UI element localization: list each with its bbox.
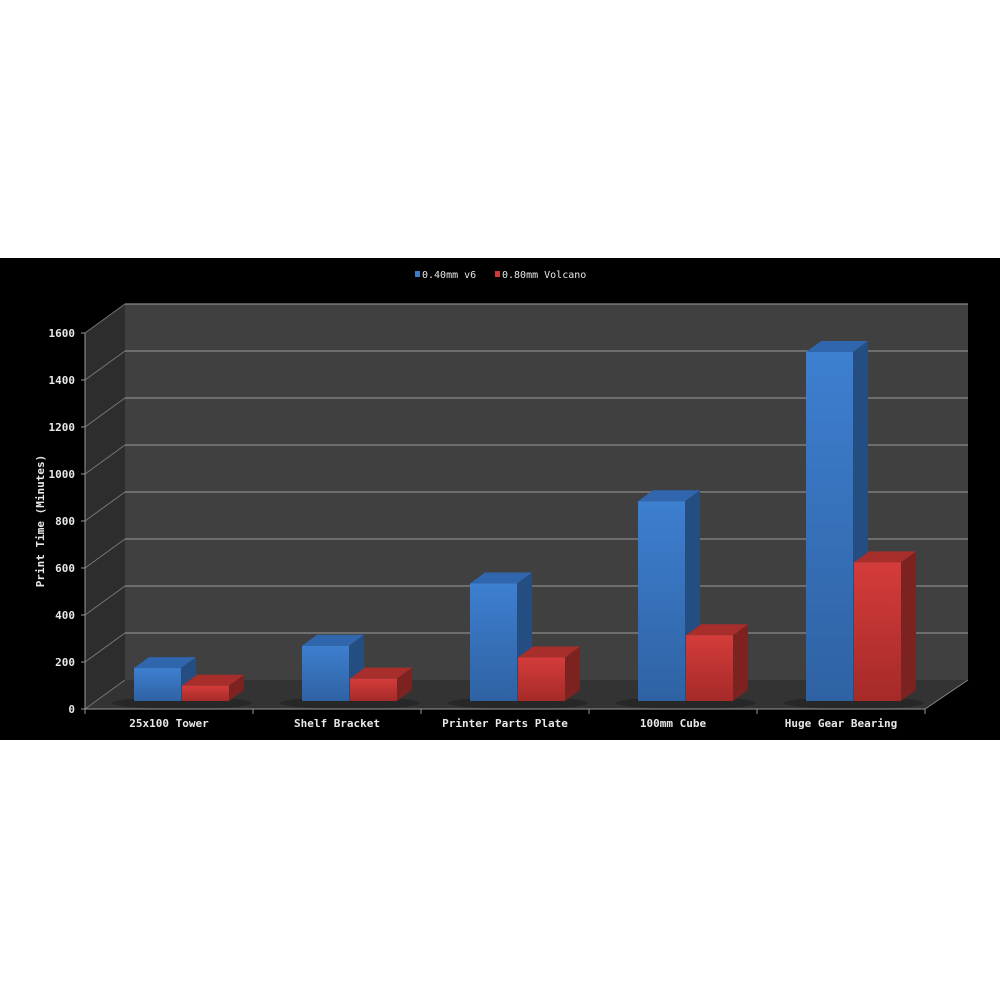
- side-gridline: [84, 303, 126, 334]
- bar-top: [302, 634, 364, 646]
- x-tick-label: 25x100 Tower: [129, 717, 209, 730]
- legend-swatch: [495, 271, 500, 277]
- bar-v6: [470, 572, 532, 701]
- bar-side: [733, 624, 748, 701]
- bar-front: [350, 678, 397, 701]
- bar-chart: 0 200 400 600 800 1000 1200 1400 1600 25x100 Towe…: [34, 270, 969, 730]
- y-tick-label: 1200: [49, 421, 76, 434]
- side-gridline: [84, 350, 126, 381]
- bar-top: [854, 551, 916, 563]
- bar-front: [854, 562, 901, 701]
- x-tick-label: Printer Parts Plate: [442, 717, 568, 730]
- bar-front: [302, 645, 349, 701]
- bar-side: [397, 667, 412, 701]
- bar-top: [470, 572, 532, 584]
- bar-side: [565, 646, 580, 701]
- bar-front: [806, 352, 853, 701]
- y-tick-label: 600: [55, 562, 75, 575]
- bar-front: [686, 635, 733, 701]
- x-tick-label: 100mm Cube: [640, 717, 707, 730]
- bar-front: [638, 501, 685, 701]
- bar-top: [134, 657, 196, 669]
- bar-top: [638, 490, 700, 502]
- side-gridline: [84, 679, 126, 710]
- bar-top: [182, 674, 244, 686]
- y-axis-label: Print Time (Minutes): [34, 455, 47, 587]
- bar-front: [518, 657, 565, 701]
- bar-front: [134, 668, 181, 701]
- y-tick-label: 0: [68, 703, 75, 716]
- y-tick-label: 1400: [49, 374, 76, 387]
- bar-side: [901, 551, 916, 701]
- legend-label: 0.80mm Volcano: [502, 270, 586, 281]
- bar-volcano: [182, 674, 244, 701]
- bar-top: [518, 646, 580, 658]
- side-gridline: [84, 397, 126, 428]
- y-tick-label: 1600: [49, 327, 76, 340]
- bar-v6: [302, 634, 364, 701]
- bar-volcano: [350, 667, 412, 701]
- bar-side: [229, 674, 244, 701]
- legend-swatch: [415, 271, 420, 277]
- bar-volcano: [518, 646, 580, 701]
- side-gridline: [84, 632, 126, 663]
- bar-top: [350, 667, 412, 679]
- bar-top: [806, 341, 868, 353]
- y-tick-label: 200: [55, 656, 75, 669]
- floor-edge: [924, 679, 969, 710]
- side-gridline: [84, 538, 126, 569]
- legend-label: 0.40mm v6: [422, 270, 476, 281]
- side-gridline: [84, 491, 126, 522]
- bar-top: [686, 624, 748, 636]
- bar-front: [470, 583, 517, 701]
- chart-container: 0 200 400 600 800 1000 1200 1400 1600 25x100 Towe…: [0, 258, 1000, 740]
- side-gridline: [84, 444, 126, 475]
- bar-volcano: [854, 551, 916, 701]
- bar-front: [182, 685, 229, 701]
- y-tick-label: 1000: [49, 468, 76, 481]
- side-gridline: [84, 585, 126, 616]
- legend: 0.40mm v6 0.80mm Volcano: [415, 270, 586, 281]
- bars: [112, 341, 924, 709]
- x-tick-label: Huge Gear Bearing: [785, 717, 898, 730]
- y-tick-label: 400: [55, 609, 75, 622]
- y-tick-label: 800: [55, 515, 75, 528]
- axes: 0 200 400 600 800 1000 1200 1400 1600 25x100 Towe…: [49, 327, 926, 730]
- bar-v6: [806, 341, 868, 701]
- bar-volcano: [686, 624, 748, 701]
- x-tick-label: Shelf Bracket: [294, 717, 380, 730]
